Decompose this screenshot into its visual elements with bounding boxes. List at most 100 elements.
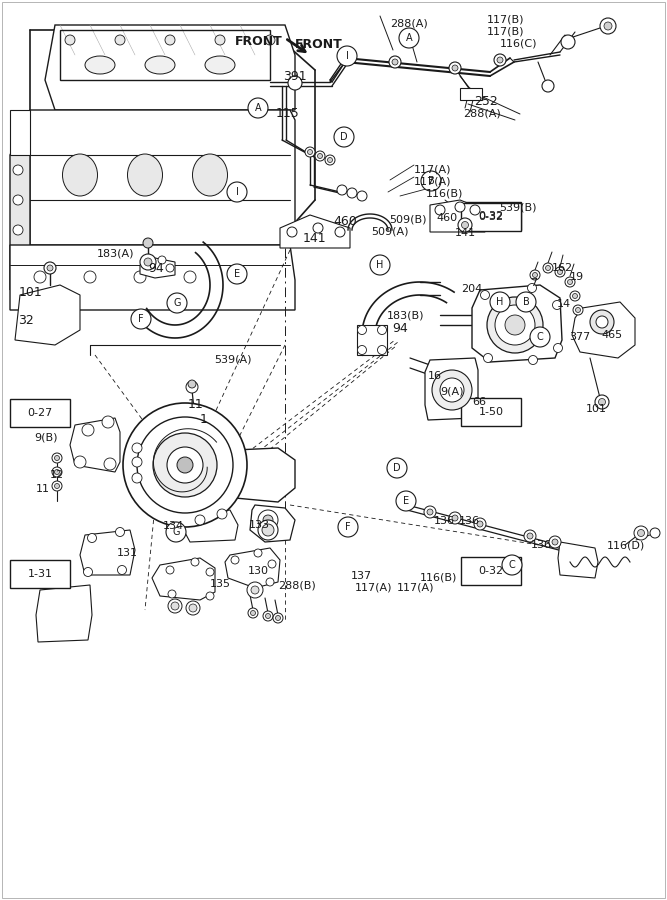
Circle shape: [487, 297, 543, 353]
Text: 16: 16: [428, 371, 442, 381]
Circle shape: [153, 433, 217, 497]
Circle shape: [268, 560, 276, 568]
Circle shape: [650, 528, 660, 538]
Text: 19: 19: [570, 272, 584, 282]
Circle shape: [335, 227, 345, 237]
Circle shape: [327, 158, 333, 163]
Polygon shape: [472, 285, 562, 362]
Text: I: I: [235, 187, 238, 197]
Circle shape: [576, 308, 580, 312]
Circle shape: [251, 586, 259, 594]
Text: 136: 136: [531, 540, 552, 550]
Ellipse shape: [193, 154, 227, 196]
Polygon shape: [152, 558, 215, 600]
Circle shape: [52, 453, 62, 463]
Circle shape: [590, 310, 614, 334]
Circle shape: [325, 155, 335, 165]
Circle shape: [186, 381, 198, 393]
Circle shape: [432, 370, 472, 410]
Circle shape: [494, 54, 506, 66]
Circle shape: [524, 530, 536, 542]
Circle shape: [115, 35, 125, 45]
Circle shape: [234, 271, 246, 283]
Circle shape: [317, 154, 323, 158]
Circle shape: [396, 491, 416, 511]
Circle shape: [357, 191, 367, 201]
Text: 465: 465: [601, 330, 622, 340]
Circle shape: [132, 457, 142, 467]
Text: 7: 7: [530, 278, 537, 288]
Circle shape: [131, 309, 151, 329]
Circle shape: [143, 238, 153, 248]
Polygon shape: [140, 258, 175, 278]
Circle shape: [258, 520, 278, 540]
Polygon shape: [160, 438, 235, 503]
Circle shape: [530, 270, 540, 280]
Bar: [461, 557, 521, 585]
Circle shape: [480, 291, 490, 300]
Circle shape: [171, 602, 179, 610]
Ellipse shape: [145, 56, 175, 74]
Circle shape: [337, 46, 357, 66]
Polygon shape: [425, 358, 478, 420]
Circle shape: [558, 269, 562, 274]
Circle shape: [435, 205, 445, 215]
Polygon shape: [558, 542, 598, 578]
Circle shape: [389, 56, 401, 68]
Circle shape: [338, 517, 358, 537]
Circle shape: [44, 262, 56, 274]
Circle shape: [266, 578, 274, 586]
Polygon shape: [30, 110, 295, 245]
Text: 509(A): 509(A): [371, 226, 408, 236]
Text: F: F: [138, 314, 144, 324]
Circle shape: [549, 536, 561, 548]
Circle shape: [595, 395, 609, 409]
Text: 136: 136: [434, 516, 455, 526]
Circle shape: [34, 271, 46, 283]
Polygon shape: [235, 448, 295, 502]
Circle shape: [262, 524, 274, 536]
Circle shape: [502, 555, 522, 575]
Text: G: G: [172, 527, 179, 537]
Text: 94: 94: [148, 262, 164, 275]
Circle shape: [392, 59, 398, 65]
Text: 116(B): 116(B): [426, 189, 464, 199]
Circle shape: [458, 218, 472, 232]
Circle shape: [206, 592, 214, 600]
Circle shape: [497, 57, 503, 63]
Circle shape: [263, 515, 273, 525]
Text: E: E: [234, 269, 240, 279]
Text: 460: 460: [436, 213, 457, 223]
Circle shape: [132, 473, 142, 483]
Text: 131: 131: [117, 548, 138, 558]
Circle shape: [568, 280, 572, 284]
Text: 32: 32: [18, 314, 34, 327]
Circle shape: [528, 284, 536, 292]
Circle shape: [144, 258, 152, 266]
Text: C: C: [537, 332, 544, 342]
Circle shape: [542, 80, 554, 92]
Text: 183(B): 183(B): [387, 310, 424, 320]
Circle shape: [189, 604, 197, 612]
Circle shape: [484, 354, 492, 363]
Circle shape: [370, 255, 390, 275]
Circle shape: [604, 22, 612, 30]
Circle shape: [598, 399, 606, 406]
Circle shape: [265, 35, 275, 45]
Circle shape: [132, 443, 142, 453]
Circle shape: [528, 356, 538, 364]
Circle shape: [427, 509, 433, 515]
Bar: [461, 203, 521, 231]
Polygon shape: [280, 215, 350, 248]
Ellipse shape: [63, 154, 97, 196]
Text: 162: 162: [552, 263, 573, 273]
Circle shape: [532, 273, 538, 277]
Text: 116(C): 116(C): [500, 38, 538, 48]
Text: B: B: [523, 297, 530, 307]
Circle shape: [55, 483, 59, 489]
Circle shape: [254, 549, 262, 557]
Text: 135: 135: [210, 579, 231, 589]
Text: 136: 136: [459, 516, 480, 526]
Text: 14: 14: [557, 299, 571, 309]
Text: H: H: [376, 260, 384, 270]
